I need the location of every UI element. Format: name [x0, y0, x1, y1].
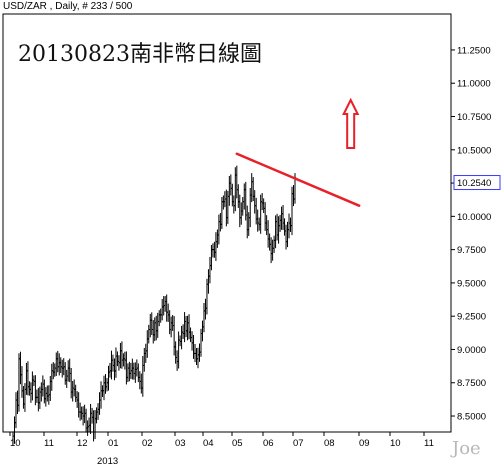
x-tick-label: 03 [175, 438, 186, 449]
y-tick-label: 8.7500 [457, 378, 486, 389]
chart-title: 20130823南非幣日線圖 [18, 42, 262, 67]
x-tick-label: 01 [108, 438, 119, 449]
x-tick-label: 12 [77, 438, 88, 449]
x-tick-label: 07 [293, 438, 304, 449]
plot-border [2, 13, 452, 433]
chart-header: USD/ZAR , Daily, # 233 / 500 [3, 1, 133, 12]
x-tick-label: 09 [359, 438, 370, 449]
x-tick-label: 08 [324, 438, 335, 449]
x-tick-label: 04 [203, 438, 214, 449]
y-tick-label: 9.7500 [457, 245, 486, 256]
y-tick-label: 9.0000 [457, 345, 486, 356]
y-tick-label: 10.5000 [457, 145, 491, 156]
last-price-box [453, 175, 501, 191]
resistance-trendline [235, 152, 361, 207]
y-tick-label: 8.5000 [457, 412, 486, 423]
x-tick-label: 06 [263, 438, 274, 449]
up-arrow-icon [342, 97, 360, 149]
x-tick-label: 11 [44, 438, 54, 449]
x-tick-label: 10 [390, 438, 401, 449]
x-tick-label: 11 [424, 438, 434, 449]
y-tick-label: 10.0000 [457, 212, 491, 223]
y-tick-label: 10.7500 [457, 112, 491, 123]
y-tick-label: 9.5000 [457, 278, 486, 289]
last-price-label: 10.2540 [457, 178, 491, 189]
y-tick-label: 11.2500 [457, 45, 491, 56]
y-tick-label: 11.0000 [457, 79, 491, 90]
x-tick-label: 10 [10, 438, 21, 449]
x-tick-label: 02 [142, 438, 153, 449]
y-tick-label: 9.2500 [457, 312, 486, 323]
x-year-label: 2013 [97, 456, 118, 467]
watermark: Joe [452, 438, 481, 459]
x-tick-label: 05 [232, 438, 243, 449]
